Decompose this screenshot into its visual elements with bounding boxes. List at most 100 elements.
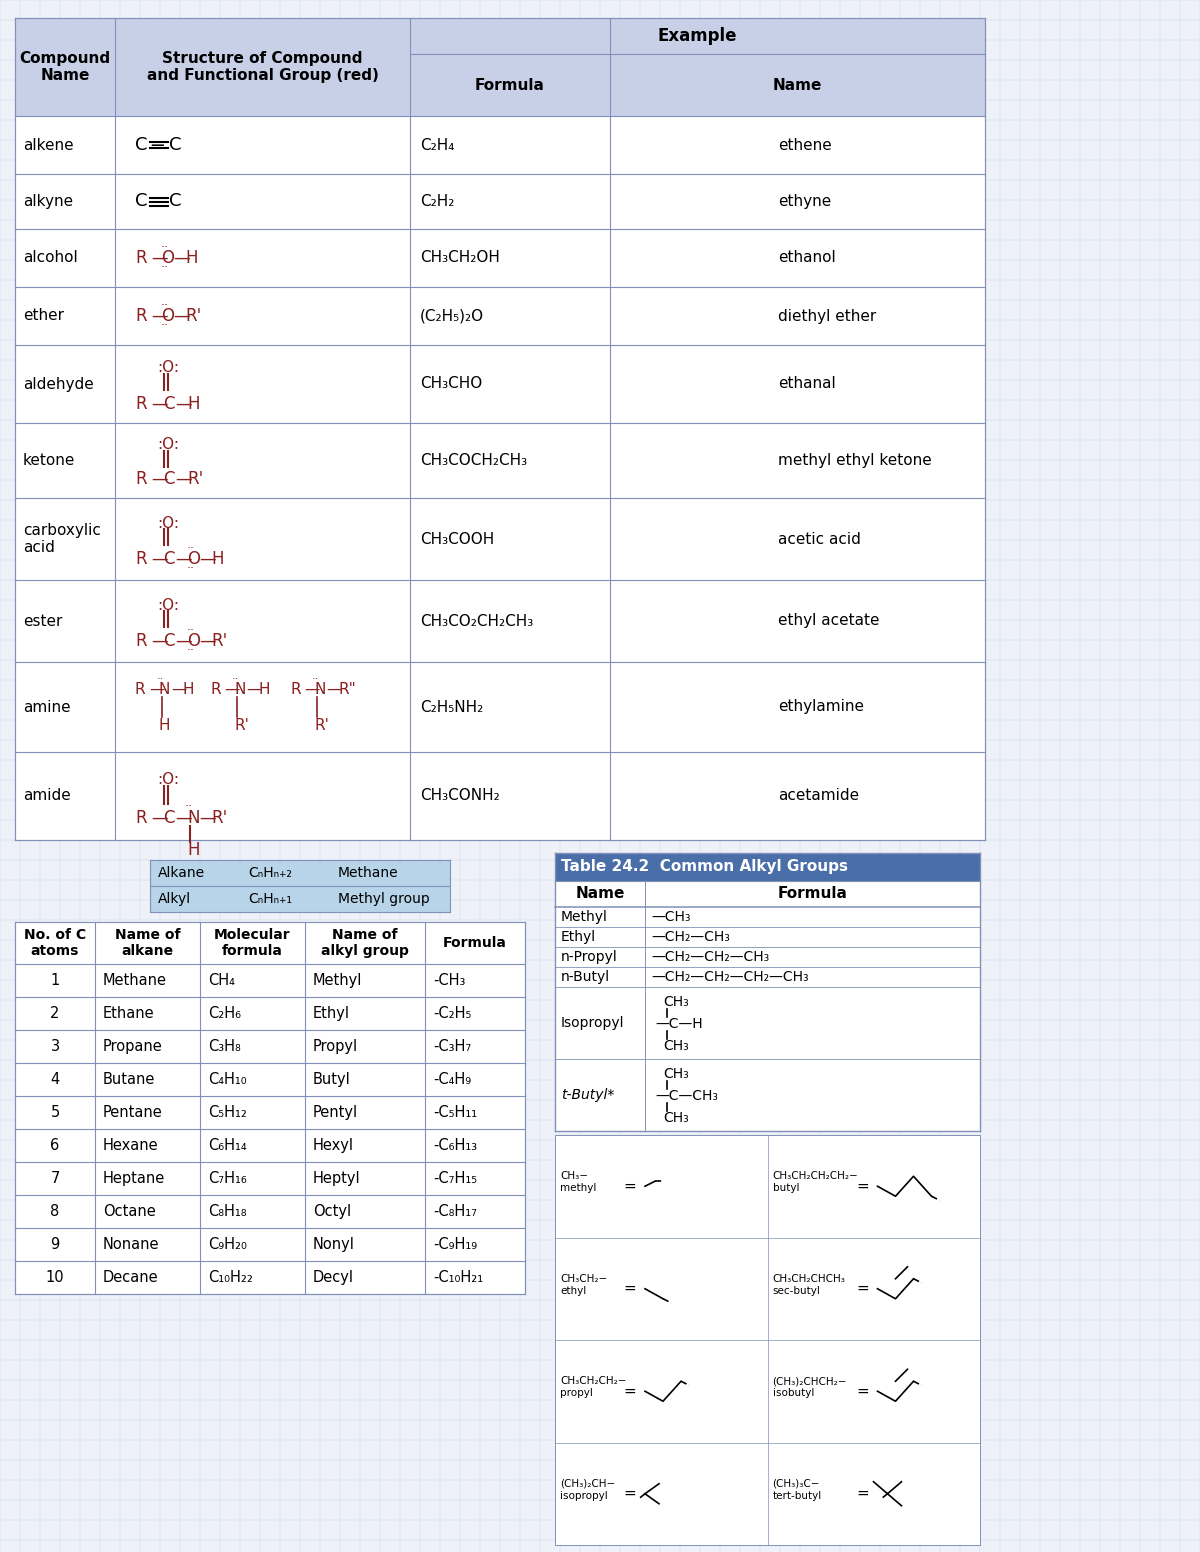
Text: Methyl group: Methyl group (338, 892, 430, 906)
Text: —: — (199, 549, 216, 568)
Text: n-Propyl: n-Propyl (562, 950, 618, 964)
Text: O: O (187, 632, 200, 650)
Bar (14, 345, 985, 424)
Text: CH₃CH₂OH: CH₃CH₂OH (420, 250, 500, 265)
Text: —: — (151, 248, 168, 267)
Text: Name: Name (575, 886, 625, 902)
Text: alcohol: alcohol (23, 250, 78, 265)
Text: N: N (314, 681, 325, 697)
Bar (14, 116, 985, 174)
Text: Pentane: Pentane (103, 1105, 163, 1121)
Text: —CH₃: —CH₃ (650, 909, 690, 923)
Text: acetic acid: acetic acid (778, 531, 860, 546)
Text: -C₄H₉: -C₄H₉ (433, 1072, 472, 1086)
Text: R': R' (187, 470, 203, 487)
Text: CH₃COOH: CH₃COOH (420, 531, 494, 546)
Text: C: C (169, 137, 181, 154)
Text: ═: ═ (151, 135, 163, 155)
Bar (14, 922, 526, 964)
Text: -C₅H₁₁: -C₅H₁₁ (433, 1105, 478, 1121)
Text: (CH₃)₂CH−
isopropyl: (CH₃)₂CH− isopropyl (560, 1479, 616, 1501)
Bar (14, 424, 985, 498)
Text: H: H (158, 717, 170, 733)
Text: H: H (258, 681, 270, 697)
Text: -C₇H₁₅: -C₇H₁₅ (433, 1172, 478, 1186)
Text: Nonane: Nonane (103, 1237, 160, 1252)
Text: ··: ·· (161, 242, 169, 255)
Text: R": R" (338, 681, 355, 697)
Text: Molecular
formula: Molecular formula (214, 928, 290, 958)
Text: ··: ·· (161, 261, 169, 275)
Text: —: — (173, 307, 190, 324)
Text: 7: 7 (50, 1172, 60, 1186)
Text: Alkane: Alkane (158, 866, 205, 880)
Text: carboxylic
acid: carboxylic acid (23, 523, 101, 556)
Bar (14, 753, 985, 840)
Text: Decyl: Decyl (313, 1270, 354, 1285)
Text: C₈H₁₈: C₈H₁₈ (208, 1204, 246, 1218)
Text: ethylamine: ethylamine (778, 700, 864, 714)
Text: No. of C
atoms: No. of C atoms (24, 928, 86, 958)
Text: H: H (182, 681, 194, 697)
Text: -C₆H₁₃: -C₆H₁₃ (433, 1138, 478, 1153)
Text: C₁₀H₂₂: C₁₀H₂₂ (208, 1270, 253, 1285)
Text: H: H (211, 549, 223, 568)
Bar (554, 947, 980, 967)
Text: =: = (856, 1180, 869, 1193)
Text: =: = (856, 1282, 869, 1296)
Bar (150, 860, 450, 886)
Text: Heptane: Heptane (103, 1172, 166, 1186)
Text: —: — (175, 549, 192, 568)
Text: -C₂H₅: -C₂H₅ (433, 1006, 472, 1021)
Text: :O:: :O: (157, 438, 179, 452)
Text: Propyl: Propyl (313, 1038, 358, 1054)
Bar (14, 1128, 526, 1162)
Text: ··: ·· (187, 624, 194, 638)
Text: —: — (173, 248, 190, 267)
Text: —: — (151, 307, 168, 324)
Text: Table 24.2  Common Alkyl Groups: Table 24.2 Common Alkyl Groups (562, 860, 848, 874)
Text: N: N (158, 681, 170, 697)
Text: ··: ·· (312, 674, 319, 684)
Text: H: H (187, 396, 199, 413)
Text: -C₉H₁₉: -C₉H₁₉ (433, 1237, 478, 1252)
Text: —: — (326, 681, 341, 697)
Text: C₂H₄: C₂H₄ (420, 138, 455, 152)
Text: :O:: :O: (157, 515, 179, 531)
Bar (14, 1063, 526, 1096)
Text: amide: amide (23, 788, 71, 804)
Text: —: — (151, 470, 168, 487)
Text: Hexane: Hexane (103, 1138, 158, 1153)
Text: CH₃CH₂CH₂CH₂−
butyl: CH₃CH₂CH₂CH₂− butyl (773, 1172, 858, 1193)
Bar (14, 1031, 526, 1063)
Text: —: — (175, 470, 192, 487)
Text: =: = (624, 1180, 636, 1193)
Text: —: — (149, 681, 164, 697)
Text: CH₃: CH₃ (662, 1038, 689, 1052)
Text: aldehyde: aldehyde (23, 377, 94, 391)
Text: -C₃H₇: -C₃H₇ (433, 1038, 472, 1054)
Bar (14, 174, 985, 230)
Text: =: = (624, 1282, 636, 1296)
Text: ··: ·· (232, 674, 239, 684)
Text: —: — (246, 681, 262, 697)
Text: N: N (234, 681, 245, 697)
Text: 6: 6 (50, 1138, 60, 1153)
Text: —: — (175, 809, 192, 827)
Text: Ethyl: Ethyl (313, 1006, 350, 1021)
Bar (410, 19, 985, 54)
Text: —C—CH₃: —C—CH₃ (655, 1090, 718, 1103)
Text: :O:: :O: (157, 360, 179, 376)
Text: R: R (134, 248, 146, 267)
Text: CH₃COCH₂CH₃: CH₃COCH₂CH₃ (420, 453, 527, 469)
Text: R': R' (234, 717, 248, 733)
Text: ethanal: ethanal (778, 377, 835, 391)
Text: Ethane: Ethane (103, 1006, 155, 1021)
Text: —: — (175, 632, 192, 650)
Text: Decane: Decane (103, 1270, 158, 1285)
Text: H: H (187, 841, 199, 858)
Text: Formula: Formula (443, 936, 506, 950)
Text: C₂H₂: C₂H₂ (420, 194, 455, 210)
Text: Ethyl: Ethyl (562, 930, 596, 944)
Text: 1: 1 (50, 973, 60, 989)
